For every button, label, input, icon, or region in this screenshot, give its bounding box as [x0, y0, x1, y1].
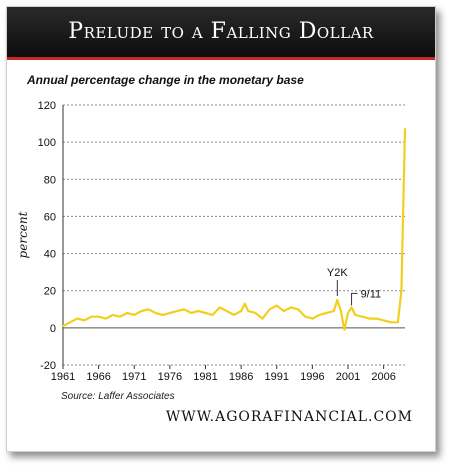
x-tick-label: 1976 [158, 371, 182, 383]
x-tick-label: 2006 [371, 371, 395, 383]
y-tick-label: -20 [40, 360, 56, 372]
line-chart: -20 0 20 40 60 80 100 120 1961 1966 1971 1976 1981 19… [16, 100, 407, 383]
y-tick-label: 80 [44, 174, 56, 186]
series-line [61, 127, 407, 331]
x-tick-label: 1966 [86, 371, 110, 383]
annotation-leader-911 [351, 292, 358, 306]
y-tick-label: 60 [44, 211, 56, 223]
x-tick-label: 1981 [193, 371, 217, 383]
source-note: Source: Laffer Associates [61, 391, 175, 402]
title-banner: Prelude to a Falling Dollar [7, 7, 435, 60]
annotation-label-911: 9/11 [361, 288, 382, 300]
chart-card: Prelude to a Falling Dollar Annual perce… [6, 6, 436, 452]
annotation-label-y2k: Y2K [327, 267, 348, 279]
y-tick-label: 100 [38, 137, 56, 149]
x-tick-label: 1996 [300, 371, 324, 383]
website-footer: WWW.AGORAFINANCIAL.COM [165, 409, 413, 425]
x-tick-label: 1971 [122, 371, 146, 383]
chart-subtitle: Annual percentage change in the monetary… [27, 73, 304, 87]
x-tick-label: 2001 [336, 371, 360, 383]
y-axis-title: percent [16, 211, 30, 258]
y-tick-label: 20 [44, 286, 56, 298]
x-tick-label: 1961 [51, 371, 75, 383]
page-title: Prelude to a Falling Dollar [68, 19, 374, 44]
x-tick-label: 1991 [265, 371, 289, 383]
y-tick-label: 120 [38, 100, 56, 112]
x-tick-label: 1986 [229, 371, 253, 383]
y-tick-label: 40 [44, 249, 56, 261]
y-tick-label: 0 [50, 323, 56, 335]
